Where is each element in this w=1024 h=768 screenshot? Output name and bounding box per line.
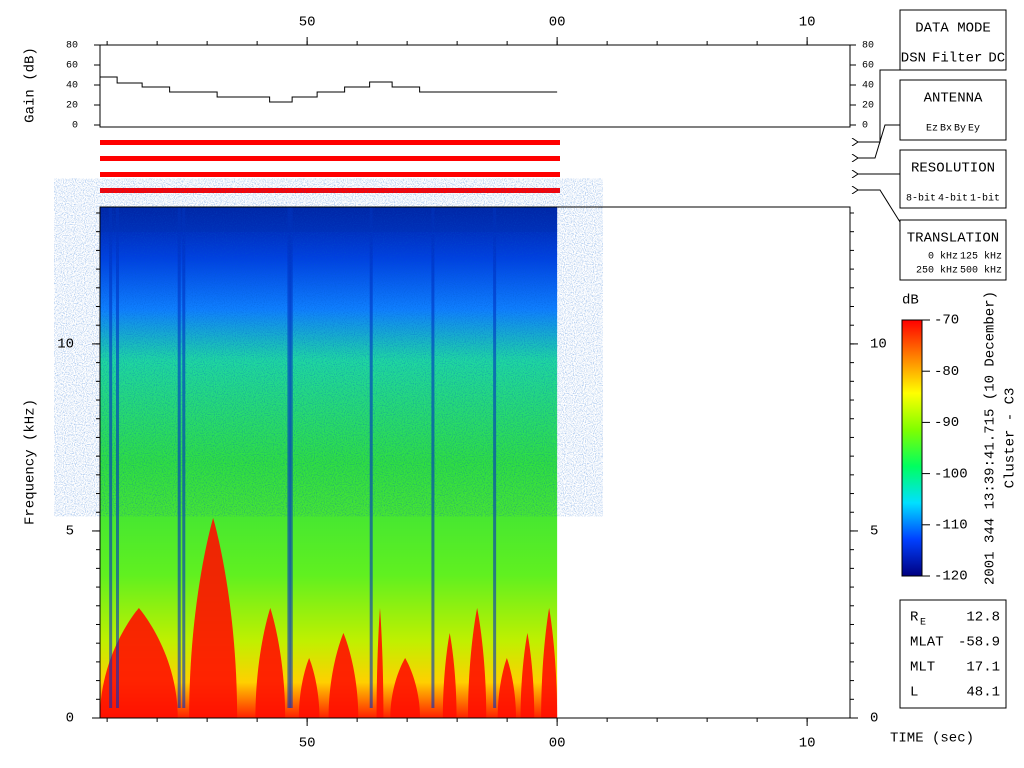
panel-box [899,149,1007,209]
y-tick-label: 0 [870,711,878,727]
burst [497,658,516,718]
orbit-value: -58.9 [958,635,1000,651]
y-tick-label: 5 [870,524,878,540]
panel-title: TRANSLATION [907,231,999,247]
panel-item: DSN [901,51,926,67]
y-tick-label: 0 [66,711,74,727]
panel-box [899,219,1007,281]
spacecraft-label: Cluster - C3 [1003,388,1019,489]
x-tick-label: 10 [799,736,816,752]
orbit-value: 17.1 [966,660,1000,676]
panel-item: Bx [940,124,952,135]
orbit-name: L [910,685,918,701]
panel-item: 4-bit [938,193,968,205]
y-tick-label: 60 [862,61,874,72]
burst [541,608,558,718]
burst [328,633,359,718]
burst [100,608,178,718]
panel-item: 250 kHz [916,265,958,277]
orbit-value: 48.1 [966,685,1000,701]
time-axis-label: TIME (sec) [890,731,974,747]
panel-item: 0 kHz [928,251,958,263]
panel-item: 8-bit [906,193,936,205]
y-tick-label: 5 [66,524,74,540]
colorbar [901,319,923,577]
y-tick-label: 10 [57,337,74,353]
orbit-name: MLT [910,660,935,676]
panel-item: DC [988,51,1005,67]
panel-title: DATA MODE [915,21,991,37]
gain-line [100,76,558,103]
colorbar-label: dB [902,293,919,309]
y-tick-label: 10 [870,337,887,353]
arrows [858,69,901,223]
colorbar-tick-label: -80 [934,364,959,380]
burst [189,518,238,718]
x-tick-label: 50 [299,736,316,752]
panel-title: ANTENNA [924,91,983,107]
burst [255,608,286,718]
gain-axis-label: Gain (dB) [23,47,39,123]
panel-item: Ez [926,124,938,135]
colorbar-tick-label: -120 [934,569,968,585]
frequency-axis-label: Frequency (kHz) [23,399,39,525]
orbit-value: 12.8 [966,610,1000,626]
orbit-box [899,599,1007,709]
y-tick-label: 40 [66,81,78,92]
noise [100,207,558,489]
panel-item: Ey [968,124,980,135]
y-tick-label: 80 [66,41,78,52]
colorbar-tick-label: -90 [934,415,959,431]
burst [298,658,320,718]
orbit-name: R [910,610,919,626]
panel-box [899,9,1007,71]
date-label: 2001 344 13:39:41.715 (10 December) [983,291,999,585]
burst [442,633,457,718]
panel-item: 1-bit [970,193,1000,205]
x-tick-label: 50 [299,15,316,31]
spectrogram-texture [100,207,558,718]
panel-title: RESOLUTION [911,161,995,177]
panel-item: By [954,124,966,135]
burst [390,658,420,718]
y-tick-label: 60 [66,61,78,72]
y-tick-label: 0 [862,121,868,132]
orbit-name: MLAT [910,635,944,651]
panel-box [899,79,1007,141]
orbit-sub: E [920,618,926,629]
y-tick-label: 20 [862,101,874,112]
gain-frame [99,44,851,128]
colorbar-tick-label: -110 [934,518,968,534]
y-tick-label: 0 [72,121,78,132]
burst [520,633,535,718]
panel-item: 500 kHz [960,265,1002,277]
x-tick-label: 00 [549,15,566,31]
panel-item: Filter [932,51,982,67]
blue-top [100,207,558,232]
mode-bars [100,140,560,193]
panel-item: 125 kHz [960,251,1002,263]
burst [376,608,384,718]
x-tick-label: 10 [799,15,816,31]
x-tick-label: 00 [549,736,566,752]
y-tick-label: 40 [862,81,874,92]
colorbar-tick-label: -100 [934,466,968,482]
y-tick-label: 80 [862,41,874,52]
spectrogram-frame [99,206,851,719]
colorbar-tick-label: -70 [934,313,959,329]
burst [467,608,487,718]
y-tick-label: 20 [66,101,78,112]
